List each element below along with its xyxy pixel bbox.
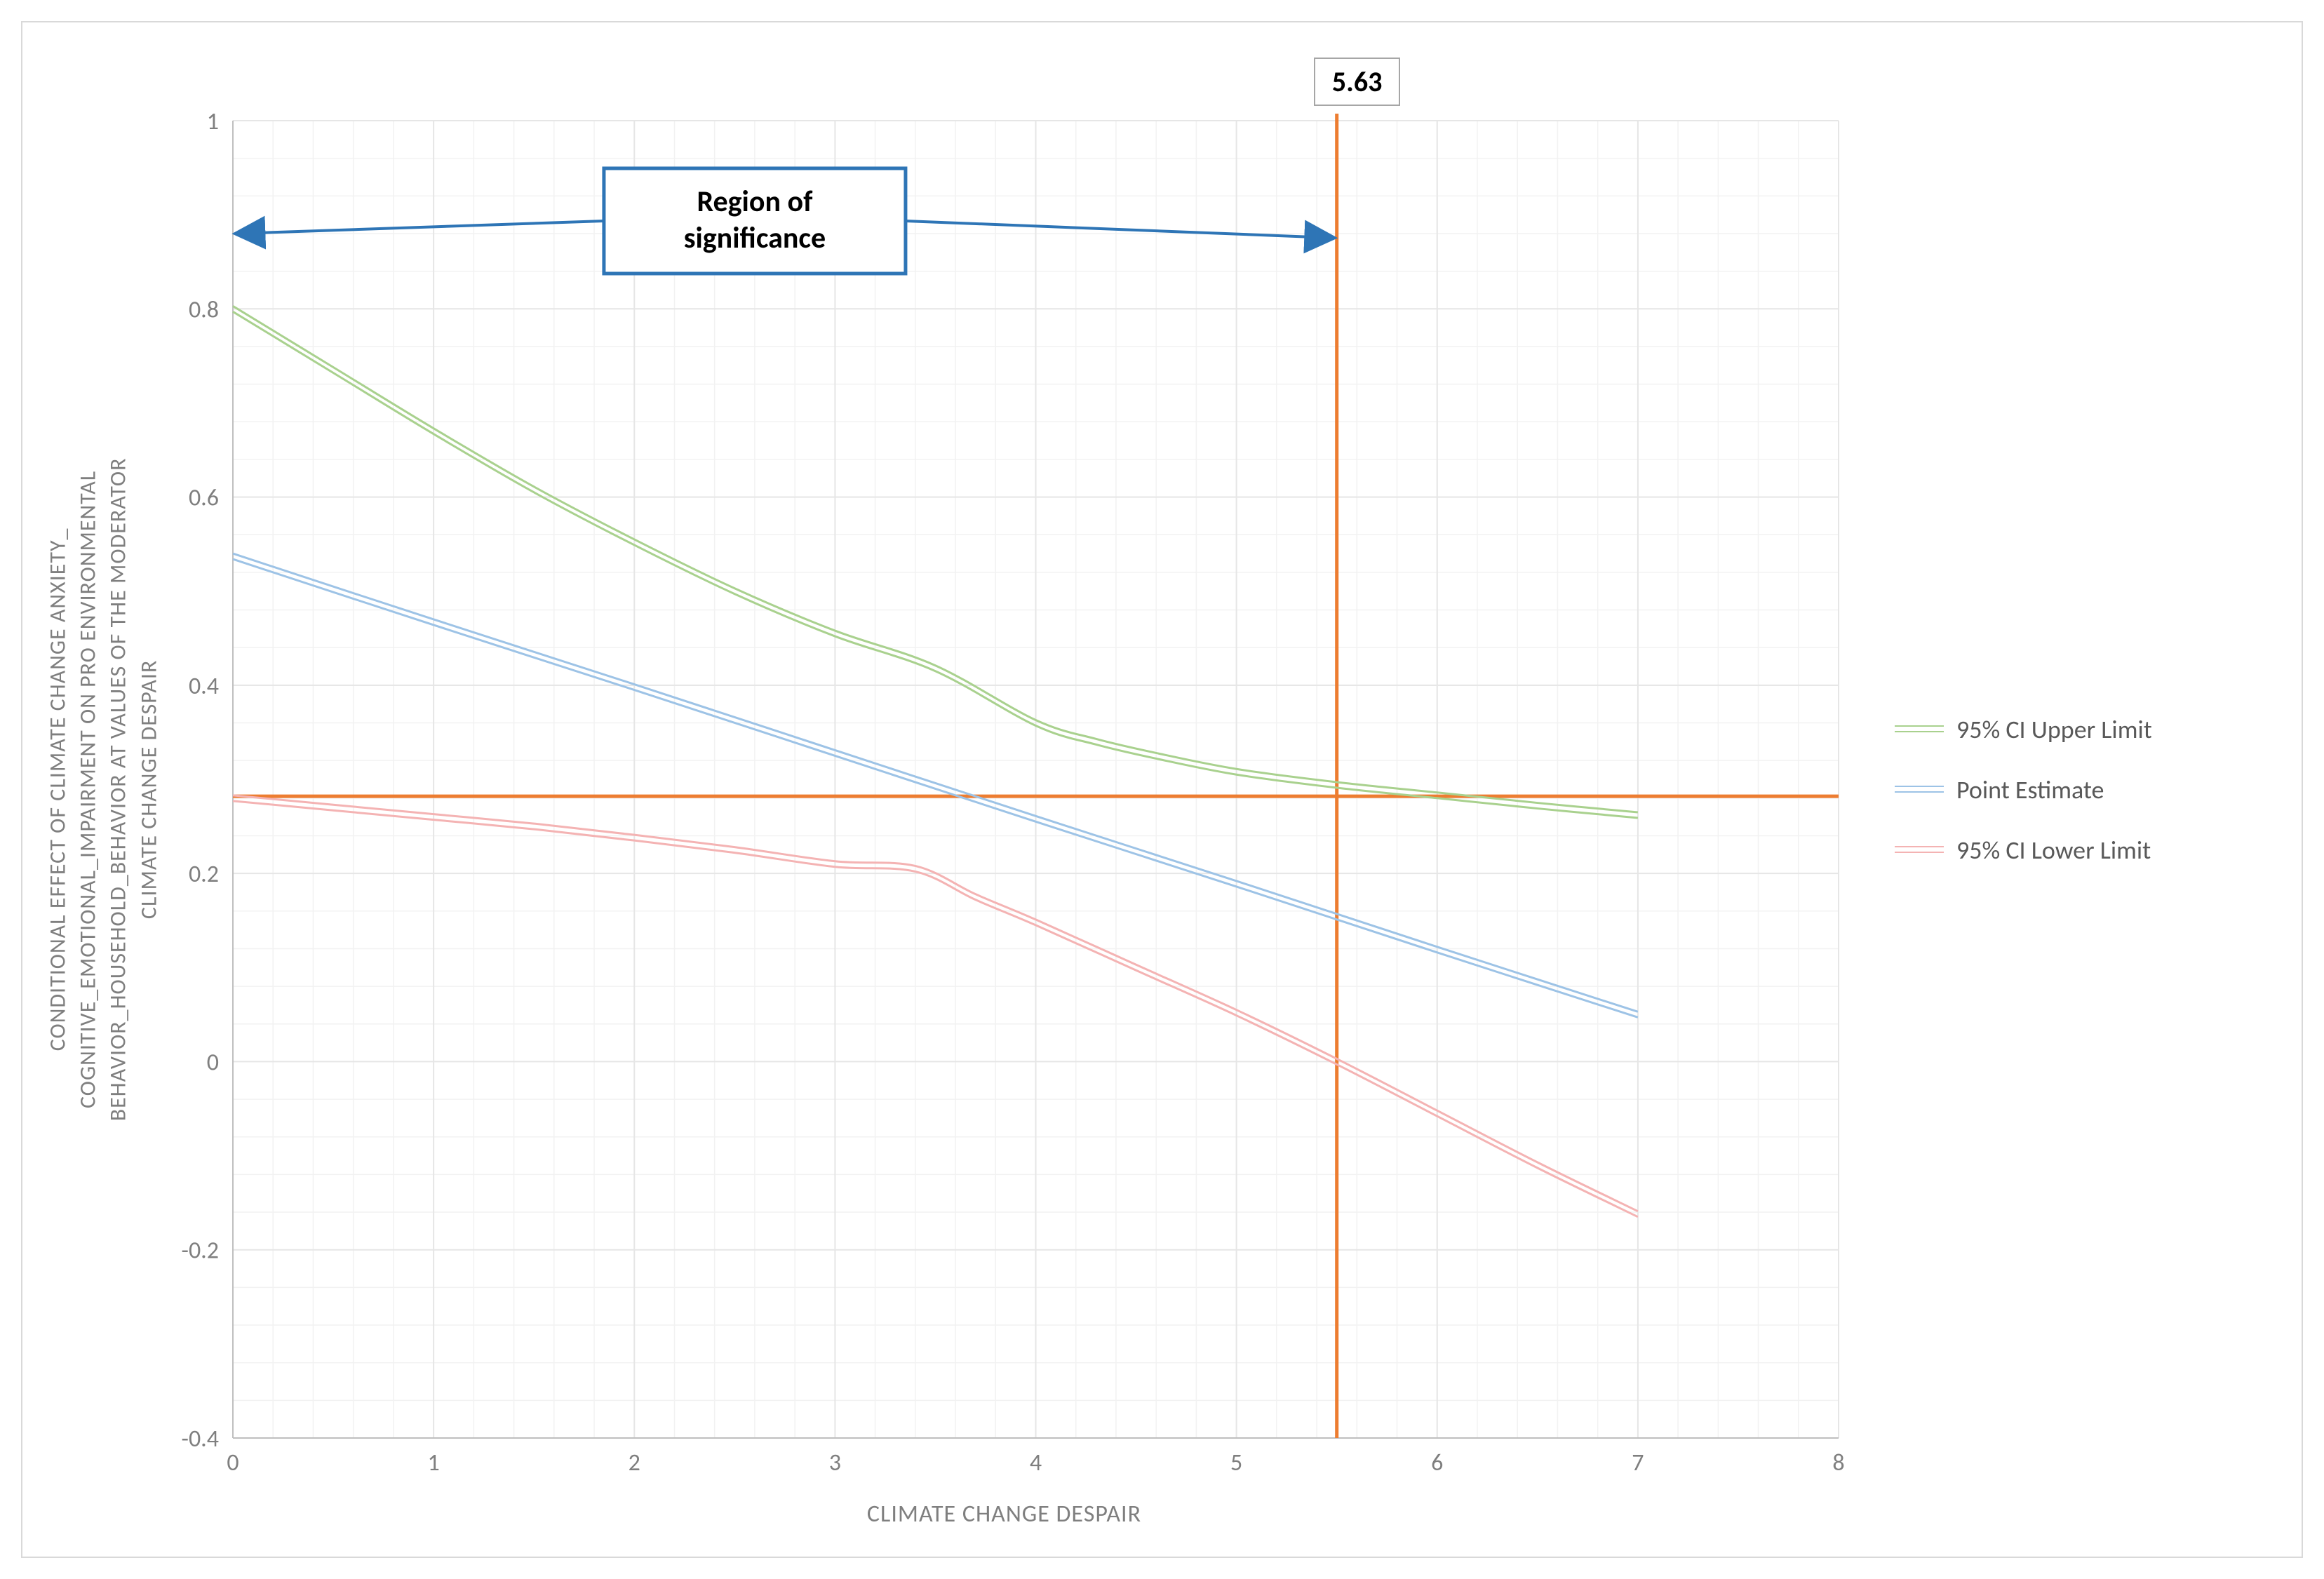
legend-swatch bbox=[1895, 721, 1944, 738]
svg-text:1: 1 bbox=[207, 114, 219, 136]
legend-label: 95% CI Upper Limit bbox=[1956, 714, 2152, 745]
svg-text:7: 7 bbox=[1632, 1449, 1644, 1477]
plot-column: 5.63 0 1 2 3 4 5 6 7 8 -0.4 -0.2 0 0.2 0.4 0.6 0.8 1 Reg… bbox=[156, 51, 1853, 1528]
svg-text:1: 1 bbox=[428, 1449, 440, 1477]
y-axis-title-wrap: CONDITIONAL EFFECT OF CLIMATE CHANGE ANX… bbox=[51, 51, 156, 1528]
svg-text:-0.4: -0.4 bbox=[182, 1425, 219, 1453]
legend-label: Point Estimate bbox=[1956, 774, 2104, 805]
svg-text:-0.2: -0.2 bbox=[182, 1237, 219, 1265]
svg-text:2: 2 bbox=[629, 1449, 640, 1477]
svg-text:5: 5 bbox=[1230, 1449, 1242, 1477]
plot-svg: 0 1 2 3 4 5 6 7 8 -0.4 -0.2 0 0.2 0.4 0.6 0.8 1 Region o… bbox=[156, 114, 1853, 1487]
legend-item: 95% CI Lower Limit bbox=[1895, 835, 2259, 866]
y-axis-title-line3: BEHAVIOR_HOUSEHOLD_BEHAVIOR AT VALUES OF… bbox=[105, 458, 132, 1122]
svg-text:6: 6 bbox=[1431, 1449, 1443, 1477]
y-axis-title-line1: CONDITIONAL EFFECT OF CLIMATE CHANGE ANX… bbox=[44, 528, 72, 1051]
callout-row: 5.63 bbox=[156, 51, 1853, 114]
legend-item: Point Estimate bbox=[1895, 774, 2259, 805]
svg-text:0.8: 0.8 bbox=[189, 295, 219, 324]
chart-block: CONDITIONAL EFFECT OF CLIMATE CHANGE ANX… bbox=[51, 51, 1853, 1528]
y-axis-title-line2: COGNITIVE_EMOTIONAL_IMPAIRMENT ON PRO EN… bbox=[74, 471, 102, 1108]
svg-text:0.4: 0.4 bbox=[189, 672, 219, 701]
svg-text:3: 3 bbox=[829, 1449, 841, 1477]
legend-swatch bbox=[1895, 842, 1944, 859]
svg-text:Region of: Region of bbox=[697, 184, 813, 220]
svg-text:significance: significance bbox=[684, 220, 826, 256]
legend-item: 95% CI Upper Limit bbox=[1895, 714, 2259, 745]
chart-frame: CONDITIONAL EFFECT OF CLIMATE CHANGE ANX… bbox=[21, 21, 2303, 1558]
svg-text:0.6: 0.6 bbox=[189, 484, 219, 513]
svg-text:8: 8 bbox=[1832, 1449, 1844, 1477]
vertical-line-callout: 5.63 bbox=[1314, 58, 1401, 106]
plot-area-wrap: 0 1 2 3 4 5 6 7 8 -0.4 -0.2 0 0.2 0.4 0.6 0.8 1 Region o… bbox=[156, 114, 1853, 1487]
legend-label: 95% CI Lower Limit bbox=[1956, 835, 2151, 866]
figure-outer: CONDITIONAL EFFECT OF CLIMATE CHANGE ANX… bbox=[0, 0, 2324, 1579]
x-axis-title: CLIMATE CHANGE DESPAIR bbox=[156, 1487, 1853, 1528]
svg-text:0: 0 bbox=[207, 1048, 219, 1077]
svg-text:0: 0 bbox=[227, 1449, 239, 1477]
svg-text:0.2: 0.2 bbox=[189, 860, 219, 889]
legend-swatch bbox=[1895, 781, 1944, 798]
y-axis-title: CONDITIONAL EFFECT OF CLIMATE CHANGE ANX… bbox=[43, 458, 164, 1122]
legend: 95% CI Upper Limit Point Estimate 95% CI L… bbox=[1853, 714, 2259, 866]
svg-text:4: 4 bbox=[1030, 1449, 1042, 1477]
